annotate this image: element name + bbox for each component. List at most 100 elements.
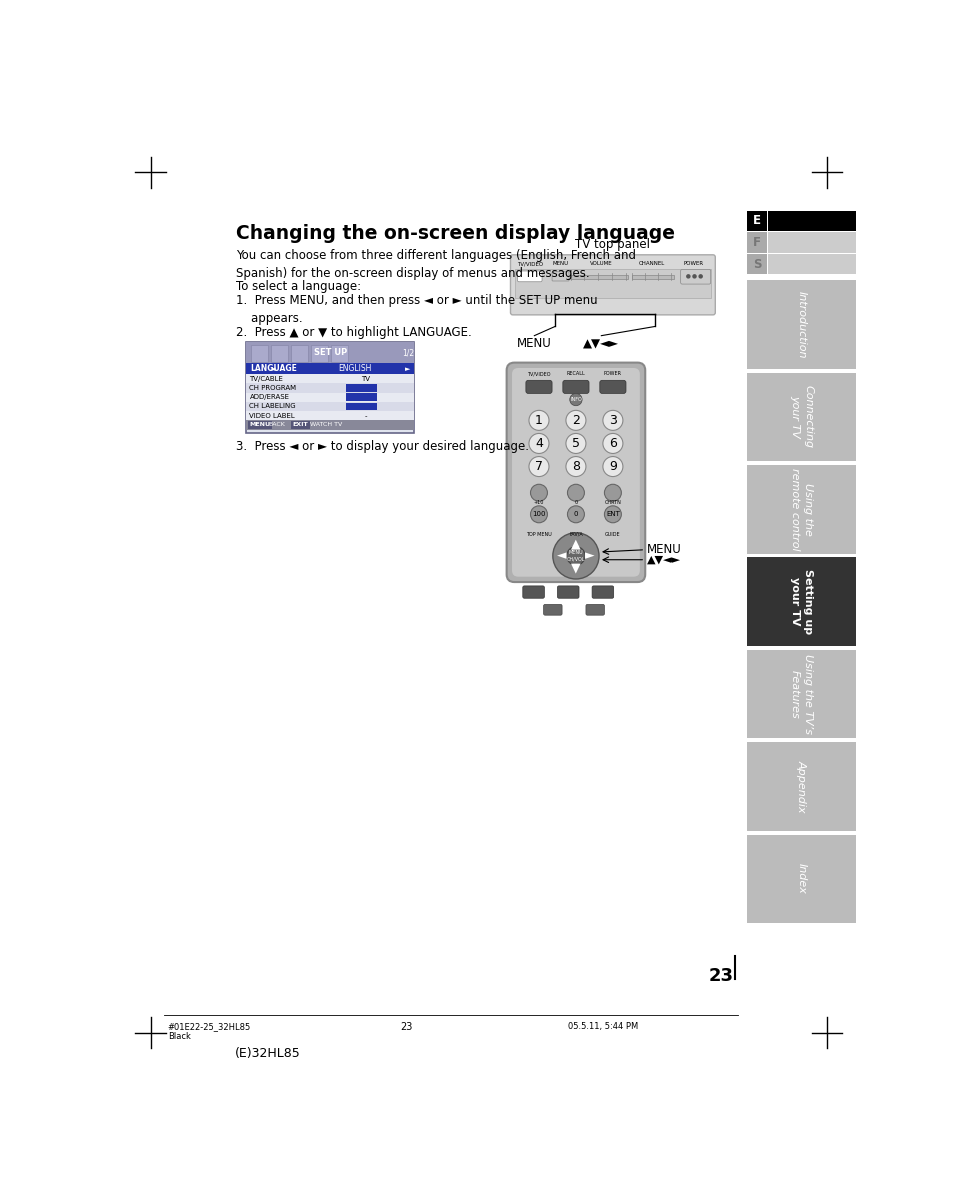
- FancyBboxPatch shape: [517, 271, 541, 282]
- Bar: [767, 233, 856, 253]
- Text: #01E22-25_32HL85: #01E22-25_32HL85: [168, 1022, 251, 1032]
- Text: SET UP: SET UP: [314, 348, 347, 357]
- Circle shape: [565, 457, 585, 476]
- Text: CH PROGRAM: CH PROGRAM: [249, 385, 296, 391]
- Text: 1.  Press MENU, and then press ◄ or ► until the SET UP menu
    appears.: 1. Press MENU, and then press ◄ or ► unt…: [235, 295, 597, 324]
- Circle shape: [565, 410, 585, 431]
- Bar: [271, 345, 288, 361]
- Text: 23: 23: [708, 968, 733, 985]
- Text: 2.  Press ▲ or ▼ to highlight LANGUAGE.: 2. Press ▲ or ▼ to highlight LANGUAGE.: [235, 327, 471, 340]
- Bar: [346, 394, 376, 401]
- Text: ►: ►: [405, 366, 410, 372]
- Bar: [767, 211, 856, 231]
- Text: TV top panel: TV top panel: [575, 237, 650, 251]
- Bar: [746, 211, 766, 231]
- Text: 05.5.11, 5:44 PM: 05.5.11, 5:44 PM: [568, 1022, 638, 1032]
- Circle shape: [602, 457, 622, 476]
- FancyBboxPatch shape: [525, 381, 552, 394]
- Text: Black: Black: [168, 1032, 191, 1040]
- Circle shape: [567, 484, 584, 501]
- Bar: [346, 384, 376, 391]
- Bar: [251, 345, 268, 361]
- Text: POWER: POWER: [603, 371, 621, 377]
- Text: ▲▼◄►: ▲▼◄►: [646, 555, 680, 564]
- Text: CHRTN: CHRTN: [604, 500, 620, 506]
- Text: 6: 6: [608, 437, 617, 450]
- Text: ENTER: ENTER: [350, 385, 373, 390]
- Text: 9: 9: [608, 460, 617, 474]
- Text: Appendix: Appendix: [796, 760, 805, 812]
- Text: ▲: ▲: [571, 537, 580, 550]
- Text: 1/2: 1/2: [401, 348, 414, 357]
- Text: FAV/A: FAV/A: [568, 532, 582, 537]
- FancyBboxPatch shape: [592, 586, 613, 598]
- Text: CHANNEL: CHANNEL: [638, 261, 664, 266]
- Text: ENGLISH: ENGLISH: [337, 364, 371, 373]
- Text: ◄: ◄: [557, 550, 566, 562]
- FancyBboxPatch shape: [557, 586, 578, 598]
- Text: TV/VIDEO: TV/VIDEO: [527, 371, 550, 377]
- Text: ◄: ◄: [250, 366, 275, 372]
- Bar: [746, 280, 856, 369]
- Circle shape: [569, 394, 581, 406]
- Text: Connecting
your TV: Connecting your TV: [789, 385, 812, 449]
- Circle shape: [604, 506, 620, 523]
- FancyBboxPatch shape: [522, 586, 544, 598]
- Text: 3: 3: [608, 414, 617, 427]
- Text: (E)32HL85: (E)32HL85: [234, 1047, 300, 1061]
- Bar: [746, 372, 856, 462]
- Text: MENU: MENU: [249, 422, 271, 427]
- Circle shape: [604, 484, 620, 501]
- Bar: [246, 420, 414, 429]
- Text: 23: 23: [400, 1022, 413, 1032]
- Text: TV/VIDEO: TV/VIDEO: [517, 261, 542, 266]
- Bar: [246, 412, 414, 420]
- Text: TV: TV: [361, 376, 370, 382]
- Circle shape: [528, 457, 548, 476]
- Text: 0: 0: [573, 512, 578, 518]
- Bar: [331, 345, 348, 361]
- Text: INFO: INFO: [570, 397, 581, 402]
- Circle shape: [565, 433, 585, 453]
- Text: VIDEO LABEL: VIDEO LABEL: [249, 413, 294, 419]
- Text: Using the TV’s
Features: Using the TV’s Features: [789, 654, 812, 734]
- Bar: [746, 254, 766, 274]
- Bar: [311, 345, 328, 361]
- FancyBboxPatch shape: [585, 605, 604, 616]
- Circle shape: [566, 546, 584, 565]
- Text: 8: 8: [572, 460, 579, 474]
- Bar: [746, 233, 766, 253]
- Text: TV/CABLE: TV/CABLE: [249, 376, 283, 382]
- Text: Changing the on-screen display language: Changing the on-screen display language: [235, 224, 674, 243]
- Text: To select a language:: To select a language:: [235, 280, 360, 293]
- Bar: [246, 342, 414, 433]
- Text: 2: 2: [572, 414, 579, 427]
- Bar: [746, 835, 856, 923]
- Text: LANGUAGE: LANGUAGE: [250, 364, 296, 373]
- FancyBboxPatch shape: [510, 255, 715, 315]
- Bar: [746, 742, 856, 830]
- Text: 1: 1: [535, 414, 542, 427]
- Text: ADD: ADD: [354, 395, 369, 400]
- Text: MENU: MENU: [517, 338, 551, 351]
- Text: TOP MENU: TOP MENU: [525, 532, 551, 537]
- Circle shape: [528, 433, 548, 453]
- Text: CH LABELING: CH LABELING: [249, 403, 295, 409]
- Bar: [632, 274, 674, 279]
- FancyBboxPatch shape: [506, 363, 644, 582]
- Text: You can choose from three different languages (English, French and
Spanish) for : You can choose from three different lang…: [235, 249, 635, 280]
- Circle shape: [528, 410, 548, 431]
- Bar: [746, 557, 856, 645]
- Text: WATCH TV: WATCH TV: [309, 422, 341, 427]
- Bar: [767, 254, 856, 274]
- Text: ►: ►: [584, 550, 594, 562]
- Circle shape: [699, 274, 701, 278]
- Text: CH/VOL: CH/VOL: [566, 556, 584, 562]
- Bar: [746, 465, 856, 554]
- Text: 4: 4: [535, 437, 542, 450]
- Bar: [291, 345, 308, 361]
- Bar: [246, 402, 414, 412]
- Bar: [246, 364, 414, 375]
- Circle shape: [602, 433, 622, 453]
- Bar: [246, 342, 414, 364]
